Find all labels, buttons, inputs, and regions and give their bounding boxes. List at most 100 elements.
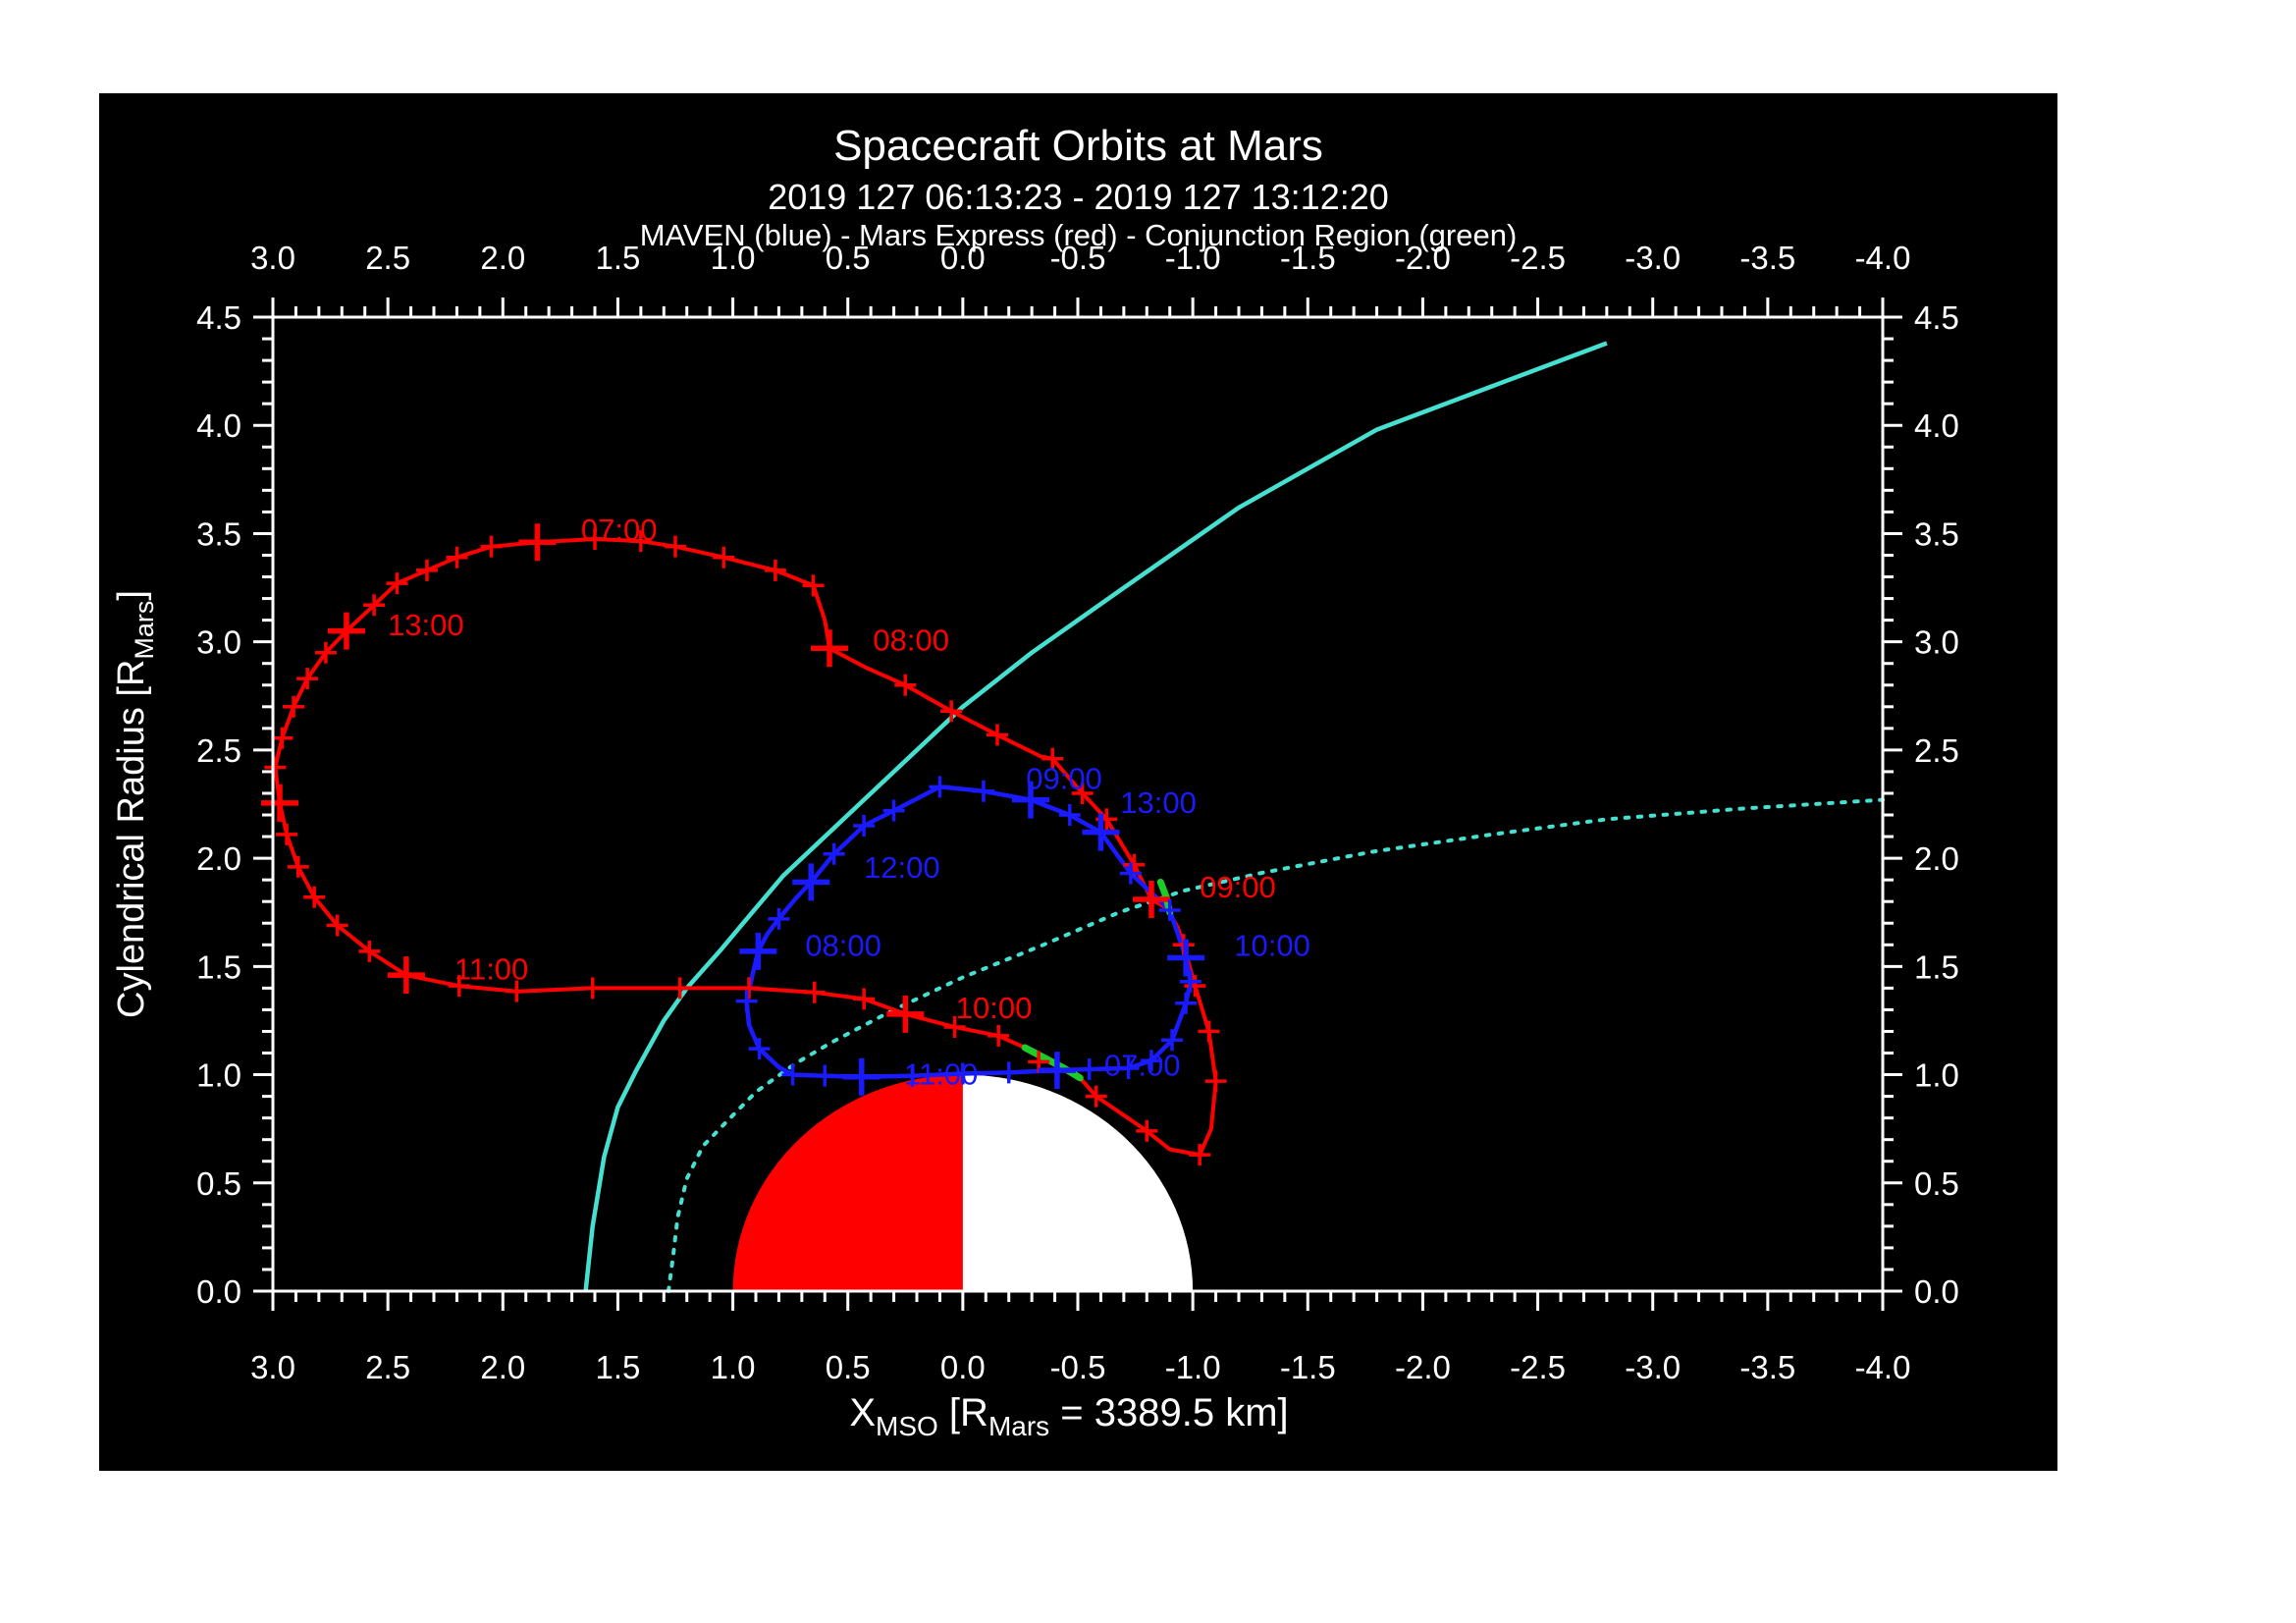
mars-express-minute-tick xyxy=(446,546,468,568)
maven-minute-tick xyxy=(972,780,994,802)
maven-time-label: 13:00 xyxy=(1120,785,1197,820)
mars-express-minute-tick xyxy=(506,980,528,1002)
bow-shock-line xyxy=(583,341,1608,1292)
mars-express-hour-tick xyxy=(810,629,848,668)
mars-express-minute-tick xyxy=(296,668,319,690)
maven-minute-tick xyxy=(1078,1058,1100,1081)
magnetosphere-boundary-line xyxy=(667,797,1885,1293)
mars-express-minute-tick xyxy=(264,756,287,779)
maven-hour-tick xyxy=(1167,939,1205,977)
mars-express-time-label: 11:00 xyxy=(454,952,528,987)
mars-express-minute-tick xyxy=(271,727,294,749)
y-tick-label-left: 2.5 xyxy=(196,732,241,769)
mars-express-minute-tick xyxy=(668,977,691,1000)
mars-express-minute-tick xyxy=(1136,1119,1158,1142)
x-tick-label-bottom: -3.0 xyxy=(1625,1349,1681,1385)
mars-express-minute-tick xyxy=(665,535,686,558)
mars-express-hour-tick xyxy=(261,784,299,822)
maven-time-label: 11:00 xyxy=(904,1056,978,1091)
x-tick-label-bottom: 3.0 xyxy=(250,1349,295,1385)
mars-express-minute-tick xyxy=(287,855,309,878)
x-tick-label-top: -2.0 xyxy=(1395,240,1451,276)
mars-express-minute-tick xyxy=(803,981,826,1003)
mars-express-time-label: 09:00 xyxy=(1200,870,1276,904)
maven-hour-tick xyxy=(792,863,830,901)
mars-express-time-label: 10:00 xyxy=(956,991,1033,1025)
maven-minute-tick xyxy=(814,1064,836,1087)
mars-express-minute-tick xyxy=(1184,975,1206,998)
y-tick-label-right: 0.0 xyxy=(1914,1273,1959,1310)
mars-dayside xyxy=(732,1074,963,1291)
y-tick-label-left: 3.0 xyxy=(196,624,241,661)
x-tick-label-bottom: -2.5 xyxy=(1510,1349,1566,1385)
y-tick-label-right: 1.0 xyxy=(1914,1057,1959,1094)
mars-express-minute-tick xyxy=(987,724,1008,746)
maven-minute-tick xyxy=(781,1063,804,1086)
mars-express-minute-tick xyxy=(363,594,386,617)
maven-minute-tick xyxy=(853,815,876,838)
maven-minute-tick xyxy=(735,990,758,1012)
mars-express-minute-tick xyxy=(1071,782,1094,804)
mars-express-hour-tick xyxy=(886,995,925,1033)
x-tick-label-bottom: -2.0 xyxy=(1395,1349,1451,1385)
mars-express-minute-tick xyxy=(326,914,348,937)
mars-express-minute-tick xyxy=(584,527,606,550)
maven-hour-tick xyxy=(739,932,777,970)
y-tick-label-left: 1.0 xyxy=(196,1057,241,1094)
mars-express-minute-tick xyxy=(386,572,408,595)
y-tick-label-right: 3.0 xyxy=(1914,624,1959,661)
y-tick-label-left: 2.0 xyxy=(196,840,241,877)
conjunction-region-segment xyxy=(1021,1044,1084,1082)
y-tick-label-right: 4.5 xyxy=(1914,299,1959,336)
maven-minute-tick xyxy=(1158,899,1181,922)
maven-time-label: 10:00 xyxy=(1234,928,1310,962)
maven-minute-tick xyxy=(1161,1029,1184,1052)
mars-express-time-label: 13:00 xyxy=(388,608,464,642)
x-tick-label-top: 3.0 xyxy=(250,240,295,276)
mars-express-minute-tick xyxy=(940,700,963,723)
x-tick-label-bottom: 1.0 xyxy=(711,1349,756,1385)
mars-express-minute-tick xyxy=(1085,1085,1107,1108)
mars-express-hour-tick xyxy=(518,523,557,562)
maven-minute-tick xyxy=(748,1038,771,1060)
mars-express-minute-tick xyxy=(988,1024,1010,1047)
chart-title: Spacecraft Orbits at Mars xyxy=(833,122,1323,170)
x-tick-label-bottom: -1.0 xyxy=(1165,1349,1221,1385)
y-tick-label-left: 0.0 xyxy=(196,1273,241,1310)
maven-minute-tick xyxy=(1119,862,1142,885)
y-tick-label-right: 3.5 xyxy=(1914,515,1959,552)
x-tick-label-bottom: 2.0 xyxy=(480,1349,525,1385)
maven-hour-tick xyxy=(842,1057,881,1096)
x-tick-label-bottom: 1.5 xyxy=(595,1349,640,1385)
maven-time-label: 07:00 xyxy=(1104,1049,1181,1083)
maven-minute-tick xyxy=(1058,804,1081,827)
mars-express-minute-tick xyxy=(283,695,305,718)
mars-express-minute-tick xyxy=(415,559,438,581)
x-tick-label-top: 0.0 xyxy=(940,240,986,276)
maven-minute-tick xyxy=(1179,970,1201,993)
mars-express-minute-tick xyxy=(943,1016,966,1039)
x-tick-label-bottom: 0.5 xyxy=(826,1349,871,1385)
y-tick-label-right: 1.5 xyxy=(1914,948,1959,985)
mars-express-minute-tick xyxy=(1041,747,1064,770)
mars-express-minute-tick xyxy=(1204,1070,1227,1093)
maven-minute-tick xyxy=(901,1064,924,1087)
x-axis-title: XMSO [RMars = 3389.5 km] xyxy=(849,1391,1288,1441)
maven-minute-tick xyxy=(823,842,845,865)
maven-time-label: 08:00 xyxy=(805,928,881,962)
maven-minute-tick xyxy=(997,1061,1020,1084)
mars-express-minute-tick xyxy=(853,988,876,1010)
x-tick-label-top: 1.5 xyxy=(595,240,640,276)
maven-hour-tick xyxy=(1082,813,1120,851)
maven-time-label: 09:00 xyxy=(1026,762,1102,796)
maven-minute-tick xyxy=(1117,1056,1140,1079)
y-tick-label-left: 3.5 xyxy=(196,515,241,552)
maven-minute-tick xyxy=(929,776,951,798)
mars-express-minute-tick xyxy=(276,823,298,845)
mars-express-hour-tick xyxy=(327,612,365,650)
y-tick-label-right: 4.0 xyxy=(1914,407,1959,444)
y-tick-label-left: 0.5 xyxy=(196,1165,241,1202)
maven-minute-tick xyxy=(768,907,790,930)
mars-express-minute-tick xyxy=(303,886,326,908)
